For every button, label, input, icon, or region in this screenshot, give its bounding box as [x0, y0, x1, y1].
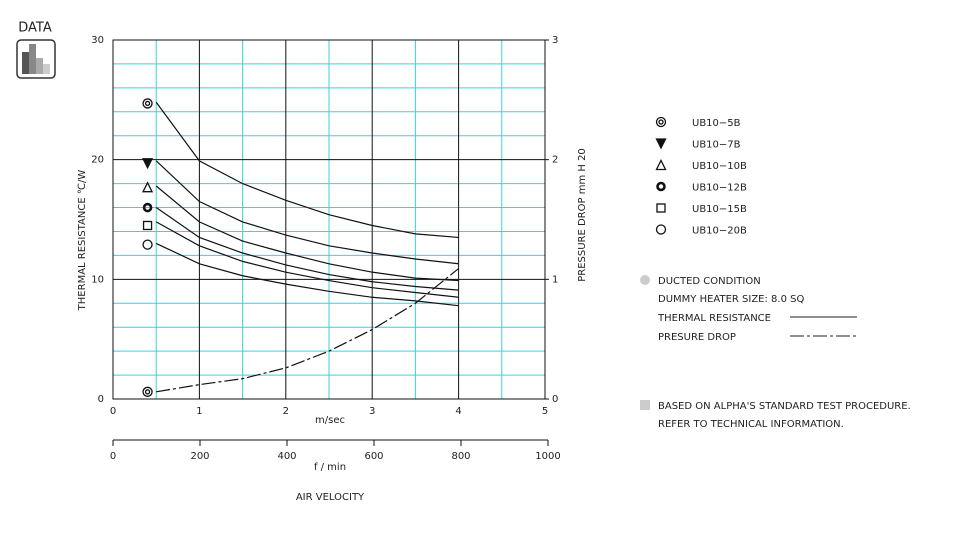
plot-frame — [112, 39, 546, 400]
marker — [142, 202, 153, 213]
x-tick-label: 2 — [283, 406, 289, 417]
marker — [142, 386, 153, 397]
x-tick-label: 3 — [369, 406, 375, 417]
x2-tick-label: 0 — [110, 451, 116, 462]
marker-part — [144, 389, 151, 395]
x2-tick-label: 1000 — [535, 451, 560, 462]
curve — [155, 160, 459, 265]
curve — [155, 185, 459, 282]
legend-label: UB10−20B — [692, 226, 747, 237]
y-tick-label: 0 — [98, 394, 104, 405]
x-tick-label: 1 — [196, 406, 202, 417]
marker-part — [658, 119, 664, 125]
note-bullet — [640, 275, 650, 285]
marker-part — [142, 386, 153, 397]
legend-label: UB10−10B — [692, 161, 747, 172]
legend-label: UB10−5B — [692, 118, 741, 129]
marker — [142, 181, 154, 193]
marker — [655, 159, 667, 171]
legend-label: UB10−15B — [692, 204, 747, 215]
x-tick-label: 4 — [455, 406, 461, 417]
marker — [142, 98, 153, 109]
x2-tick-label: 400 — [277, 451, 296, 462]
x2-tick-label: 800 — [451, 451, 470, 462]
marker-part — [655, 116, 667, 128]
header-title: DATA — [18, 21, 52, 36]
marker — [655, 224, 667, 235]
marker — [656, 203, 666, 213]
marker — [142, 158, 154, 170]
curve — [156, 268, 459, 393]
y2-axis-title: PRESSURE DROP mm H 20 — [577, 148, 588, 282]
curve — [155, 242, 459, 307]
x-axis-title: m/sec — [315, 415, 345, 426]
y-tick-label: 10 — [91, 274, 104, 285]
marker — [655, 138, 667, 150]
x-tick-label: 0 — [110, 406, 116, 417]
y-axis-title: THERMAL RESISTANCE ℃/W — [77, 170, 88, 312]
curve — [155, 221, 459, 298]
note-bullet — [640, 400, 650, 410]
note: BASED ON ALPHA'S STANDARD TEST PROCEDURE… — [658, 401, 911, 412]
y2-tick-label: 3 — [552, 35, 558, 46]
y-tick-label: 30 — [91, 35, 104, 46]
x-tick-label: 5 — [542, 406, 548, 417]
curve — [155, 101, 459, 239]
marker — [656, 181, 666, 192]
legend-label: UB10−12B — [692, 183, 747, 194]
y2-tick-label: 2 — [552, 155, 558, 166]
y2-tick-label: 0 — [552, 394, 558, 405]
marker-part — [142, 98, 153, 109]
axis-title: AIR VELOCITY — [296, 492, 365, 503]
data-icon — [16, 39, 56, 79]
x2-tick-label: 600 — [364, 451, 383, 462]
key-label: THERMAL RESISTANCE — [657, 313, 771, 324]
marker-part — [144, 100, 151, 107]
marker — [655, 116, 667, 128]
key-label: PRESURE DROP — [658, 332, 736, 343]
curve — [155, 207, 459, 291]
marker — [142, 220, 153, 231]
note: REFER TO TECHNICAL INFORMATION. — [658, 419, 844, 430]
x2-axis-title: f / min — [314, 462, 346, 473]
marker — [142, 239, 153, 250]
x2-tick-label: 200 — [190, 451, 209, 462]
legend-label: UB10−7B — [692, 140, 741, 151]
note: DUCTED CONDITION — [658, 276, 761, 287]
y2-tick-label: 1 — [552, 274, 558, 285]
y-tick-label: 20 — [91, 155, 104, 166]
note: DUMMY HEATER SIZE: 8.0 SQ — [658, 294, 804, 305]
